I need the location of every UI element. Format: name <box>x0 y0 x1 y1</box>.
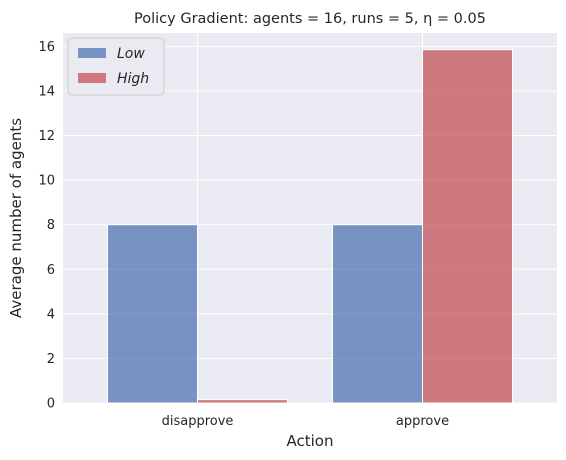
bar-high-approve <box>422 49 513 404</box>
y-axis-label: Average number of agents <box>7 118 25 318</box>
y-tick-label: 8 <box>47 218 55 233</box>
legend-swatch-high <box>78 73 106 83</box>
bar-high-disapprove <box>197 399 288 404</box>
y-tick-label: 0 <box>47 397 55 412</box>
legend-label-low: Low <box>117 46 145 62</box>
y-tick-label: 6 <box>47 263 55 278</box>
bar-low-disapprove <box>107 224 198 404</box>
y-tick-label: 4 <box>47 307 55 322</box>
y-tick-label: 12 <box>38 129 55 144</box>
x-tick-labels: disapprove approve <box>162 414 450 429</box>
y-tick-label: 16 <box>38 40 55 55</box>
legend-label-high: High <box>117 71 149 87</box>
x-tick-label: disapprove <box>162 414 234 429</box>
y-tick-label: 10 <box>38 174 55 189</box>
x-tick-label: approve <box>396 414 449 429</box>
legend: Low High <box>67 37 165 96</box>
legend-swatch-low <box>78 48 106 58</box>
y-tick-label: 14 <box>38 84 55 99</box>
chart-title: Policy Gradient: agents = 16, runs = 5, … <box>134 11 486 27</box>
bar-low-approve <box>332 224 423 404</box>
y-tick-labels: 0 2 4 6 8 10 12 14 16 <box>38 40 55 412</box>
legend-box <box>67 37 165 96</box>
x-axis-label: Action <box>287 432 334 450</box>
y-tick-label: 2 <box>47 352 55 367</box>
bars <box>107 49 513 404</box>
